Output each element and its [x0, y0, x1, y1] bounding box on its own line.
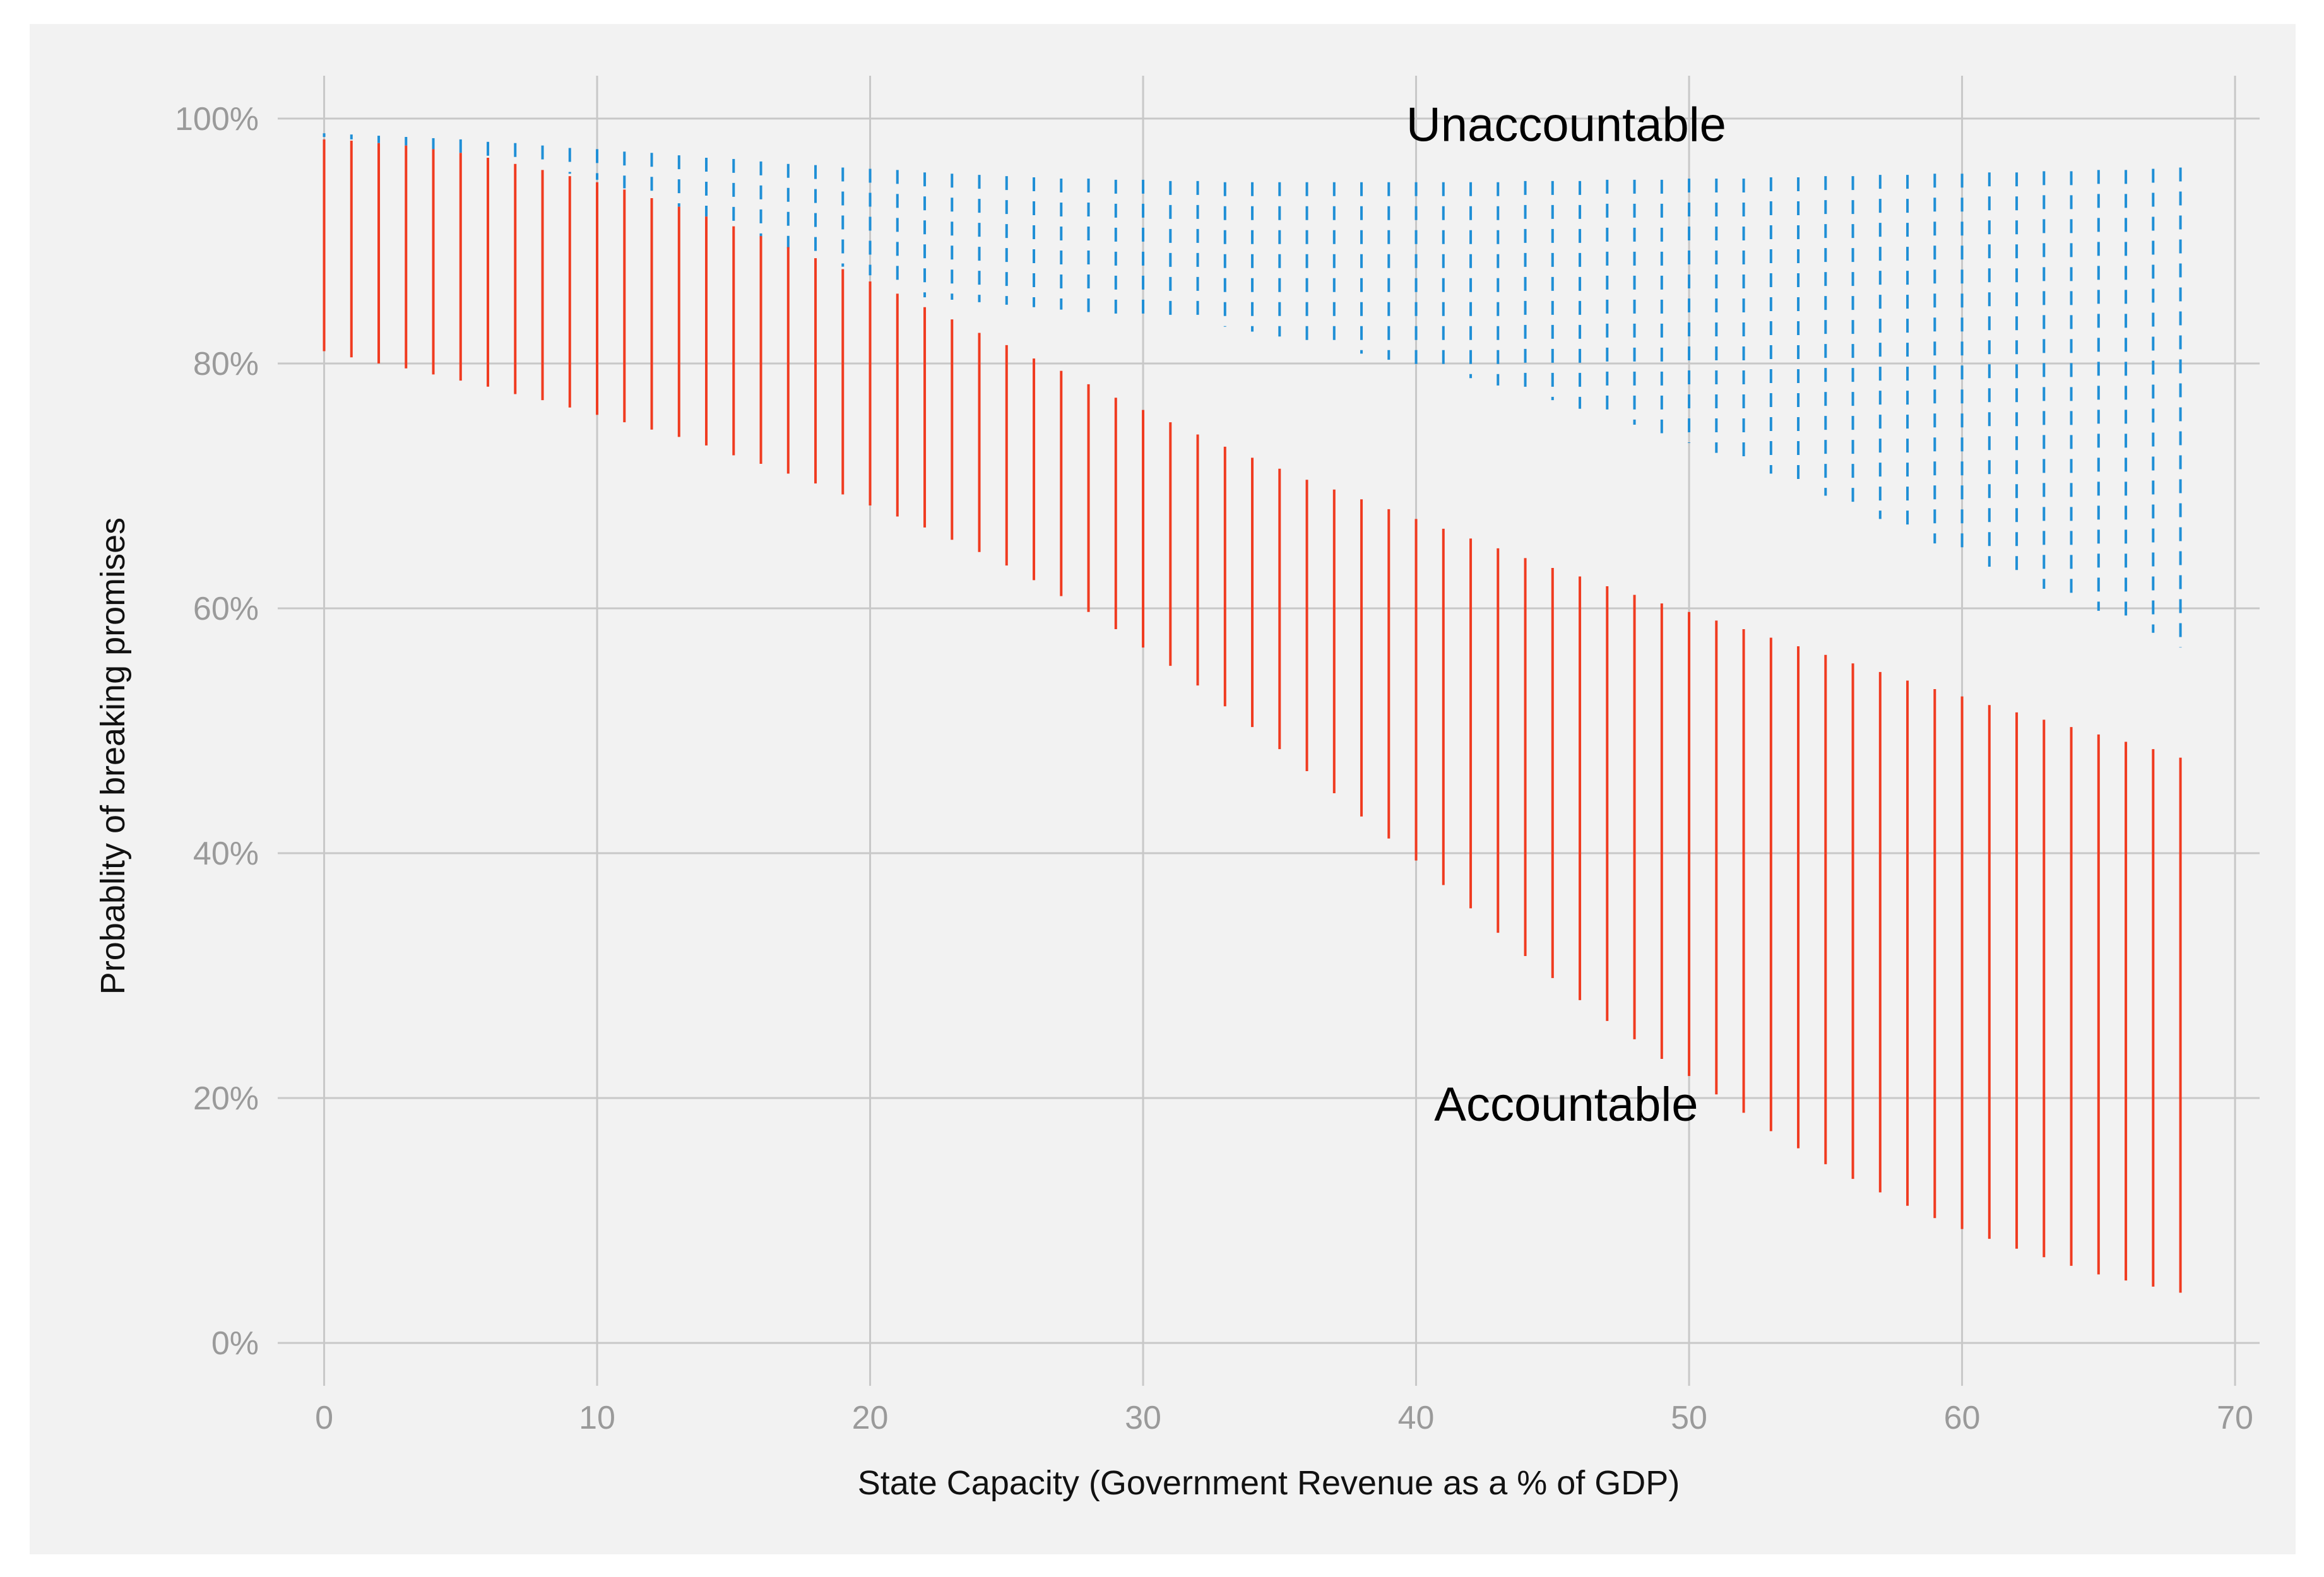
x-tick-label: 70	[2217, 1400, 2253, 1436]
y-tick-label: 100%	[175, 101, 259, 138]
x-tick-label: 10	[579, 1400, 615, 1436]
x-axis-title: State Capacity (Government Revenue as a …	[858, 1464, 1680, 1502]
x-tick-label: 30	[1125, 1400, 1161, 1436]
x-tick-label: 20	[852, 1400, 889, 1436]
x-tick-label: 50	[1671, 1400, 1707, 1436]
y-tick-label: 60%	[193, 591, 259, 627]
tick-labels: 0 10 20 30 40 50 60 70 0% 20% 40% 60% 80% 100%	[175, 101, 2253, 1436]
annotation-accountable: Accountable	[1434, 1078, 1698, 1131]
annotation-unaccountable: Unaccountable	[1406, 98, 1726, 152]
x-tick-label: 60	[1944, 1400, 1981, 1436]
y-tick-label: 20%	[193, 1080, 259, 1117]
y-tick-label: 80%	[193, 346, 259, 382]
chart-panel: 0 10 20 30 40 50 60 70 0% 20% 40% 60% 80% 100% State …	[30, 24, 2296, 1554]
x-tick-label: 40	[1398, 1400, 1435, 1436]
y-tick-label: 40%	[193, 836, 259, 872]
x-tick-label: 0	[315, 1400, 333, 1436]
y-tick-label: 0%	[211, 1325, 259, 1362]
y-axis-title: Probablity of breaking promises	[94, 517, 132, 995]
chart-svg: 0 10 20 30 40 50 60 70 0% 20% 40% 60% 80% 100% State …	[94, 76, 2260, 1502]
data-series	[323, 133, 2182, 1293]
